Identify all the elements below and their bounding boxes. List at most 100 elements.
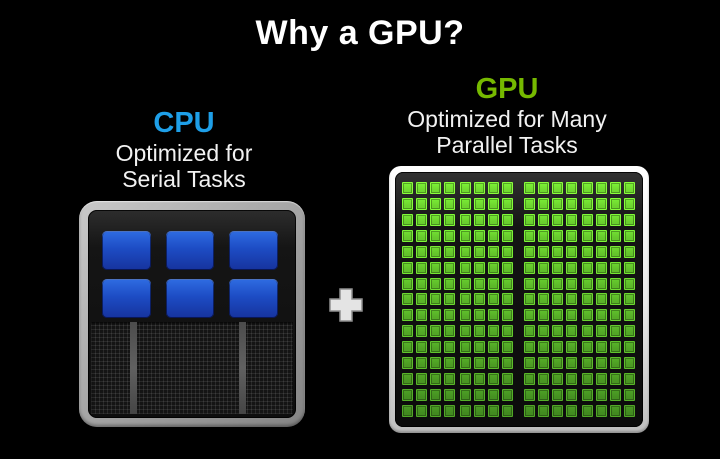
gpu-core — [524, 261, 535, 274]
gpu-core — [596, 229, 607, 242]
gpu-core — [460, 404, 471, 417]
gpu-core — [582, 404, 593, 417]
gpu-core — [524, 309, 535, 322]
gpu-core-row — [402, 309, 636, 322]
gpu-core — [430, 309, 441, 322]
gpu-core — [596, 309, 607, 322]
gpu-core — [488, 229, 499, 242]
gpu-core — [416, 277, 427, 290]
gpu-core — [502, 182, 513, 194]
gpu-core — [524, 182, 535, 194]
gpu-core — [610, 261, 621, 274]
gpu-core — [502, 404, 513, 417]
gpu-core — [402, 357, 413, 370]
cpu-core — [165, 231, 215, 270]
gpu-core — [566, 404, 577, 417]
gpu-core — [502, 197, 513, 210]
memory-divider-bar — [239, 322, 247, 414]
gpu-core — [460, 245, 471, 258]
gpu-core — [488, 213, 499, 226]
gpu-core — [430, 357, 441, 370]
gpu-core — [502, 357, 513, 370]
gpu-core — [552, 309, 563, 322]
gpu-core — [538, 261, 549, 274]
gpu-core — [474, 213, 485, 226]
gpu-core — [474, 373, 485, 386]
gpu-core — [460, 293, 471, 306]
gpu-core — [416, 325, 427, 338]
gpu-core — [624, 261, 635, 274]
gpu-core — [416, 213, 427, 226]
gpu-core — [610, 373, 621, 386]
gpu-core — [430, 325, 441, 338]
gpu-core — [524, 373, 535, 386]
gpu-core — [538, 341, 549, 354]
slide-title: Why a GPU? — [255, 14, 465, 52]
gpu-core — [538, 293, 549, 306]
gpu-core — [416, 404, 427, 417]
gpu-core — [610, 341, 621, 354]
gpu-core — [402, 277, 413, 290]
gpu-core — [444, 182, 455, 194]
gpu-core — [402, 309, 413, 322]
gpu-core — [430, 229, 441, 242]
cpu-core — [229, 279, 278, 318]
cpu-core — [229, 231, 278, 270]
gpu-core — [582, 341, 593, 354]
gpu-core — [624, 388, 635, 401]
gpu-core — [524, 325, 535, 338]
gpu-core — [488, 277, 499, 290]
gpu-core — [610, 245, 621, 258]
cpu-subtitle-line2: Serial Tasks — [122, 166, 246, 192]
gpu-core — [596, 293, 607, 306]
gpu-core — [430, 277, 441, 290]
gpu-core — [416, 245, 427, 258]
gpu-core — [552, 404, 563, 417]
gpu-core — [610, 309, 621, 322]
gpu-core — [430, 341, 441, 354]
cpu-chip — [79, 201, 305, 427]
gpu-core — [488, 309, 499, 322]
gpu-core — [610, 197, 621, 210]
plus-icon-glyph — [329, 288, 363, 322]
gpu-core — [538, 373, 549, 386]
gpu-core — [430, 213, 441, 226]
gpu-core — [538, 277, 549, 290]
gpu-core — [524, 213, 535, 226]
gpu-core — [566, 357, 577, 370]
gpu-core — [552, 261, 563, 274]
gpu-core — [444, 245, 455, 258]
gpu-core — [474, 325, 485, 338]
gpu-core — [430, 197, 441, 210]
gpu-core — [474, 261, 485, 274]
gpu-core — [624, 357, 635, 370]
gpu-core — [416, 182, 427, 194]
gpu-core-grid — [395, 172, 643, 427]
gpu-core — [582, 388, 593, 401]
gpu-core-row — [402, 182, 636, 194]
gpu-core — [416, 341, 427, 354]
gpu-core — [566, 197, 577, 210]
gpu-core — [538, 182, 549, 194]
gpu-core — [538, 213, 549, 226]
gpu-core — [552, 357, 563, 370]
gpu-core — [552, 325, 563, 338]
gpu-core — [582, 373, 593, 386]
gpu-core — [582, 277, 593, 290]
gpu-core — [596, 404, 607, 417]
gpu-core — [444, 373, 455, 386]
cpu-label: CPU — [153, 107, 215, 139]
gpu-core — [474, 388, 485, 401]
gpu-core — [610, 182, 621, 194]
gpu-core — [524, 404, 535, 417]
gpu-core — [582, 293, 593, 306]
gpu-core — [538, 245, 549, 258]
gpu-core — [582, 213, 593, 226]
gpu-core — [624, 182, 635, 194]
gpu-core — [502, 261, 513, 274]
gpu-core — [460, 325, 471, 338]
gpu-core — [582, 182, 593, 194]
gpu-core — [488, 373, 499, 386]
gpu-core — [566, 293, 577, 306]
cpu-core — [102, 231, 151, 270]
